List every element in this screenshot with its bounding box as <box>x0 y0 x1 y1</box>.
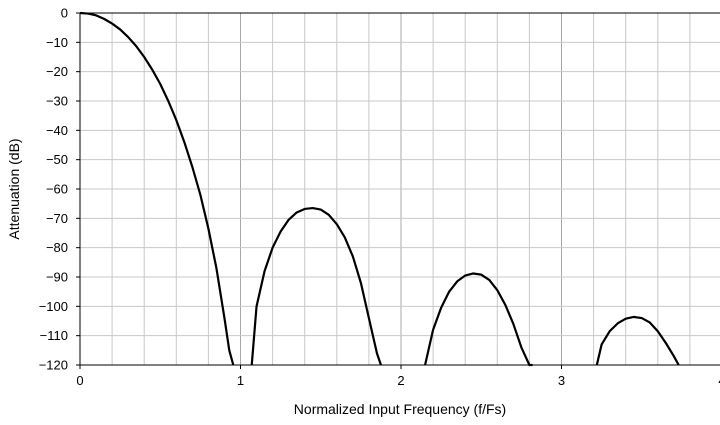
x-tick-label: 2 <box>397 373 404 388</box>
y-tick-label: −20 <box>46 64 68 79</box>
y-tick-label: −50 <box>46 152 68 167</box>
curve-lobe-4 <box>595 315 680 366</box>
attenuation-curve <box>79 11 680 367</box>
x-tick-label: 1 <box>237 373 244 388</box>
curve-lobe-1 <box>79 11 235 366</box>
y-tick-label: −100 <box>39 299 68 314</box>
y-tick-label: −40 <box>46 123 68 138</box>
grid <box>80 13 720 365</box>
x-axis-ticks: 0 1 2 3 4 <box>76 365 720 388</box>
y-tick-label: −90 <box>46 270 68 285</box>
x-tick-label: 3 <box>558 373 565 388</box>
x-tick-label: 0 <box>76 373 83 388</box>
y-tick-label: −120 <box>39 358 68 373</box>
y-tick-label: 0 <box>61 6 68 21</box>
curve-lobe-3 <box>423 272 533 367</box>
curve-lobe-2 <box>250 206 382 366</box>
y-tick-label: −30 <box>46 94 68 109</box>
x-tick-label: 4 <box>718 373 720 388</box>
y-tick-label: −70 <box>46 211 68 226</box>
y-tick-label: −10 <box>46 35 68 50</box>
y-axis-ticks: 0 −10 −20 −30 −40 −50 −60 −70 −80 −90 −100 −110 −120 <box>39 6 80 373</box>
y-tick-label: −60 <box>46 182 68 197</box>
x-axis-label: Normalized Input Frequency (f/Fs) <box>294 401 506 417</box>
y-tick-label: −110 <box>40 328 68 343</box>
y-tick-label: −80 <box>46 240 68 255</box>
y-axis-label: Attenuation (dB) <box>6 138 22 239</box>
